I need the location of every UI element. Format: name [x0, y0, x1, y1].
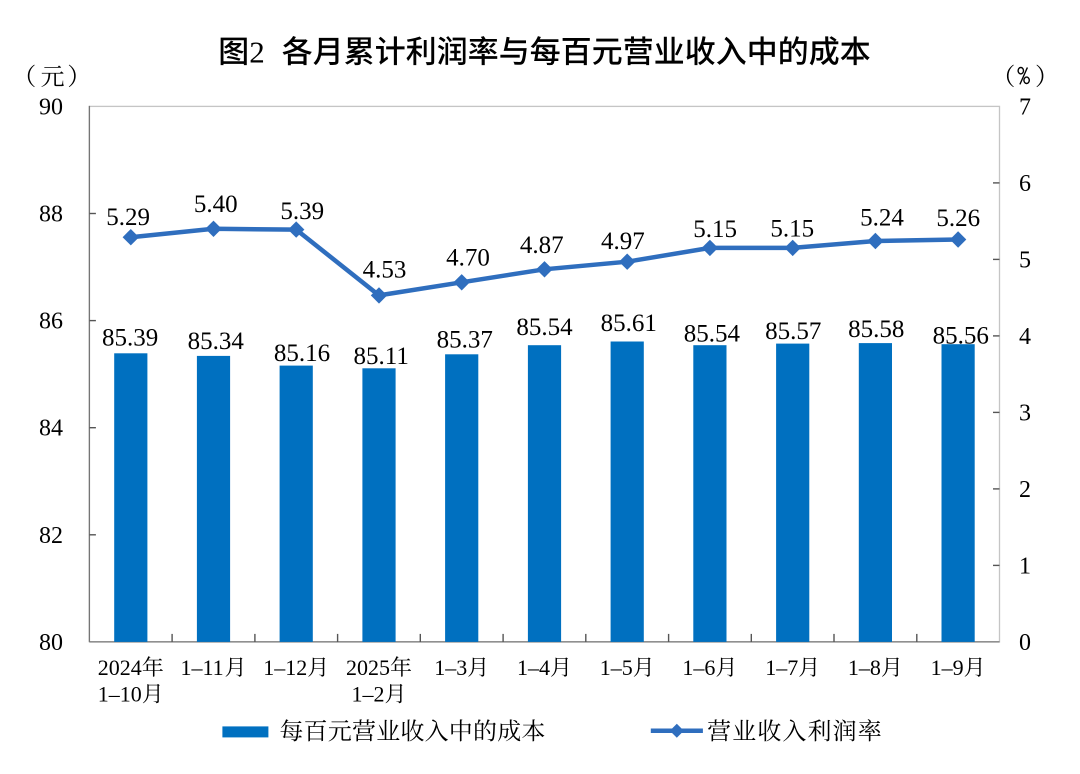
svg-text:5.24: 5.24	[860, 204, 904, 231]
svg-text:85.37: 85.37	[437, 326, 493, 353]
svg-text:4.97: 4.97	[601, 228, 645, 255]
svg-text:85.34: 85.34	[188, 328, 245, 355]
svg-text:88: 88	[39, 202, 63, 228]
svg-text:2024: 2024	[98, 655, 142, 680]
svg-text:7: 7	[1019, 94, 1031, 120]
svg-text:5.39: 5.39	[280, 198, 324, 225]
svg-text:1–8: 1–8	[848, 655, 881, 680]
svg-text:2025: 2025	[346, 655, 390, 680]
svg-text:5.15: 5.15	[693, 216, 737, 243]
svg-text:4: 4	[1019, 324, 1031, 350]
svg-text:1–7: 1–7	[765, 655, 798, 680]
svg-text:6: 6	[1019, 171, 1031, 197]
svg-text:85.57: 85.57	[765, 318, 821, 345]
svg-text:1–9: 1–9	[931, 655, 964, 680]
svg-text:3: 3	[1019, 400, 1031, 426]
svg-text:5.29: 5.29	[106, 204, 150, 231]
svg-text:2: 2	[249, 35, 265, 70]
svg-text:0: 0	[1019, 630, 1031, 656]
svg-text:85.56: 85.56	[933, 323, 989, 350]
svg-text:85.58: 85.58	[848, 316, 904, 343]
svg-text:5: 5	[1019, 247, 1031, 273]
svg-text:86: 86	[39, 309, 63, 335]
svg-text:1–11: 1–11	[181, 655, 224, 680]
svg-text:82: 82	[39, 523, 63, 549]
svg-text:84: 84	[39, 416, 63, 442]
svg-text:85.61: 85.61	[601, 310, 657, 337]
svg-text:5.26: 5.26	[936, 205, 980, 232]
svg-text:85.39: 85.39	[102, 325, 158, 352]
svg-text:80: 80	[39, 630, 63, 656]
svg-text:85.54: 85.54	[684, 320, 741, 347]
svg-text:1: 1	[1019, 553, 1031, 579]
svg-text:1–12: 1–12	[263, 655, 307, 680]
svg-text:1–5: 1–5	[600, 655, 633, 680]
svg-text:90: 90	[39, 94, 63, 120]
svg-text:5.15: 5.15	[770, 215, 814, 242]
svg-text:4.70: 4.70	[446, 245, 490, 272]
svg-text:85.16: 85.16	[274, 340, 330, 367]
svg-text:85.11: 85.11	[354, 343, 409, 370]
svg-text:2: 2	[1019, 477, 1031, 503]
svg-text:4.87: 4.87	[520, 232, 564, 259]
svg-text:1–10: 1–10	[98, 682, 142, 707]
svg-text:1–4: 1–4	[517, 655, 550, 680]
svg-text:4.53: 4.53	[363, 256, 407, 283]
svg-text:1–3: 1–3	[434, 655, 467, 680]
svg-text:85.54: 85.54	[516, 314, 573, 341]
svg-text:1–6: 1–6	[682, 655, 715, 680]
svg-text:1–2: 1–2	[352, 682, 385, 707]
svg-text:5.40: 5.40	[194, 191, 238, 218]
